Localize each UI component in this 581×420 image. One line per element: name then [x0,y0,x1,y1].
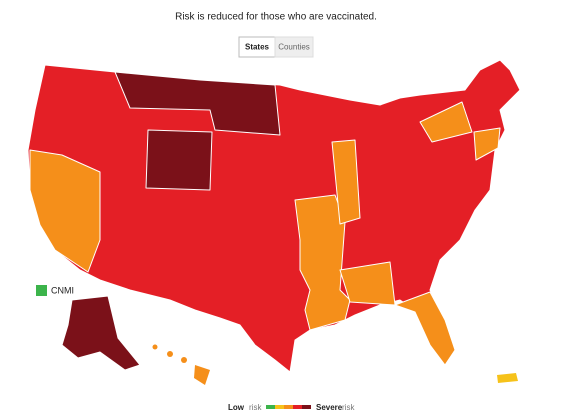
legend-swatch [266,405,275,409]
legend-low: Low [228,403,245,412]
us-map [27,59,521,385]
state [419,101,473,143]
state [331,139,361,225]
cnmi-label: CNMI [51,285,74,295]
legend-swatch [302,405,311,409]
legend-high: Severe [316,403,343,412]
legend-low-suffix: risk [249,403,262,412]
alaska [61,295,141,371]
cnmi-marker [36,285,47,296]
legend-swatch [293,405,302,409]
state [145,129,213,191]
legend: Low risk Severe risk [228,403,355,412]
state [394,291,456,366]
title: Risk is reduced for those who are vaccin… [175,12,377,23]
legend-high-suffix: risk [342,403,355,412]
state [114,71,281,136]
hawaii [152,344,210,385]
tab-counties[interactable] [274,36,314,58]
legend-swatch [284,405,293,409]
legend-swatch [275,405,284,409]
state [473,127,501,161]
state [29,149,101,273]
tab-label[interactable]: States [245,43,270,52]
tab-label[interactable]: Counties [278,43,310,52]
puerto-rico [497,373,518,383]
